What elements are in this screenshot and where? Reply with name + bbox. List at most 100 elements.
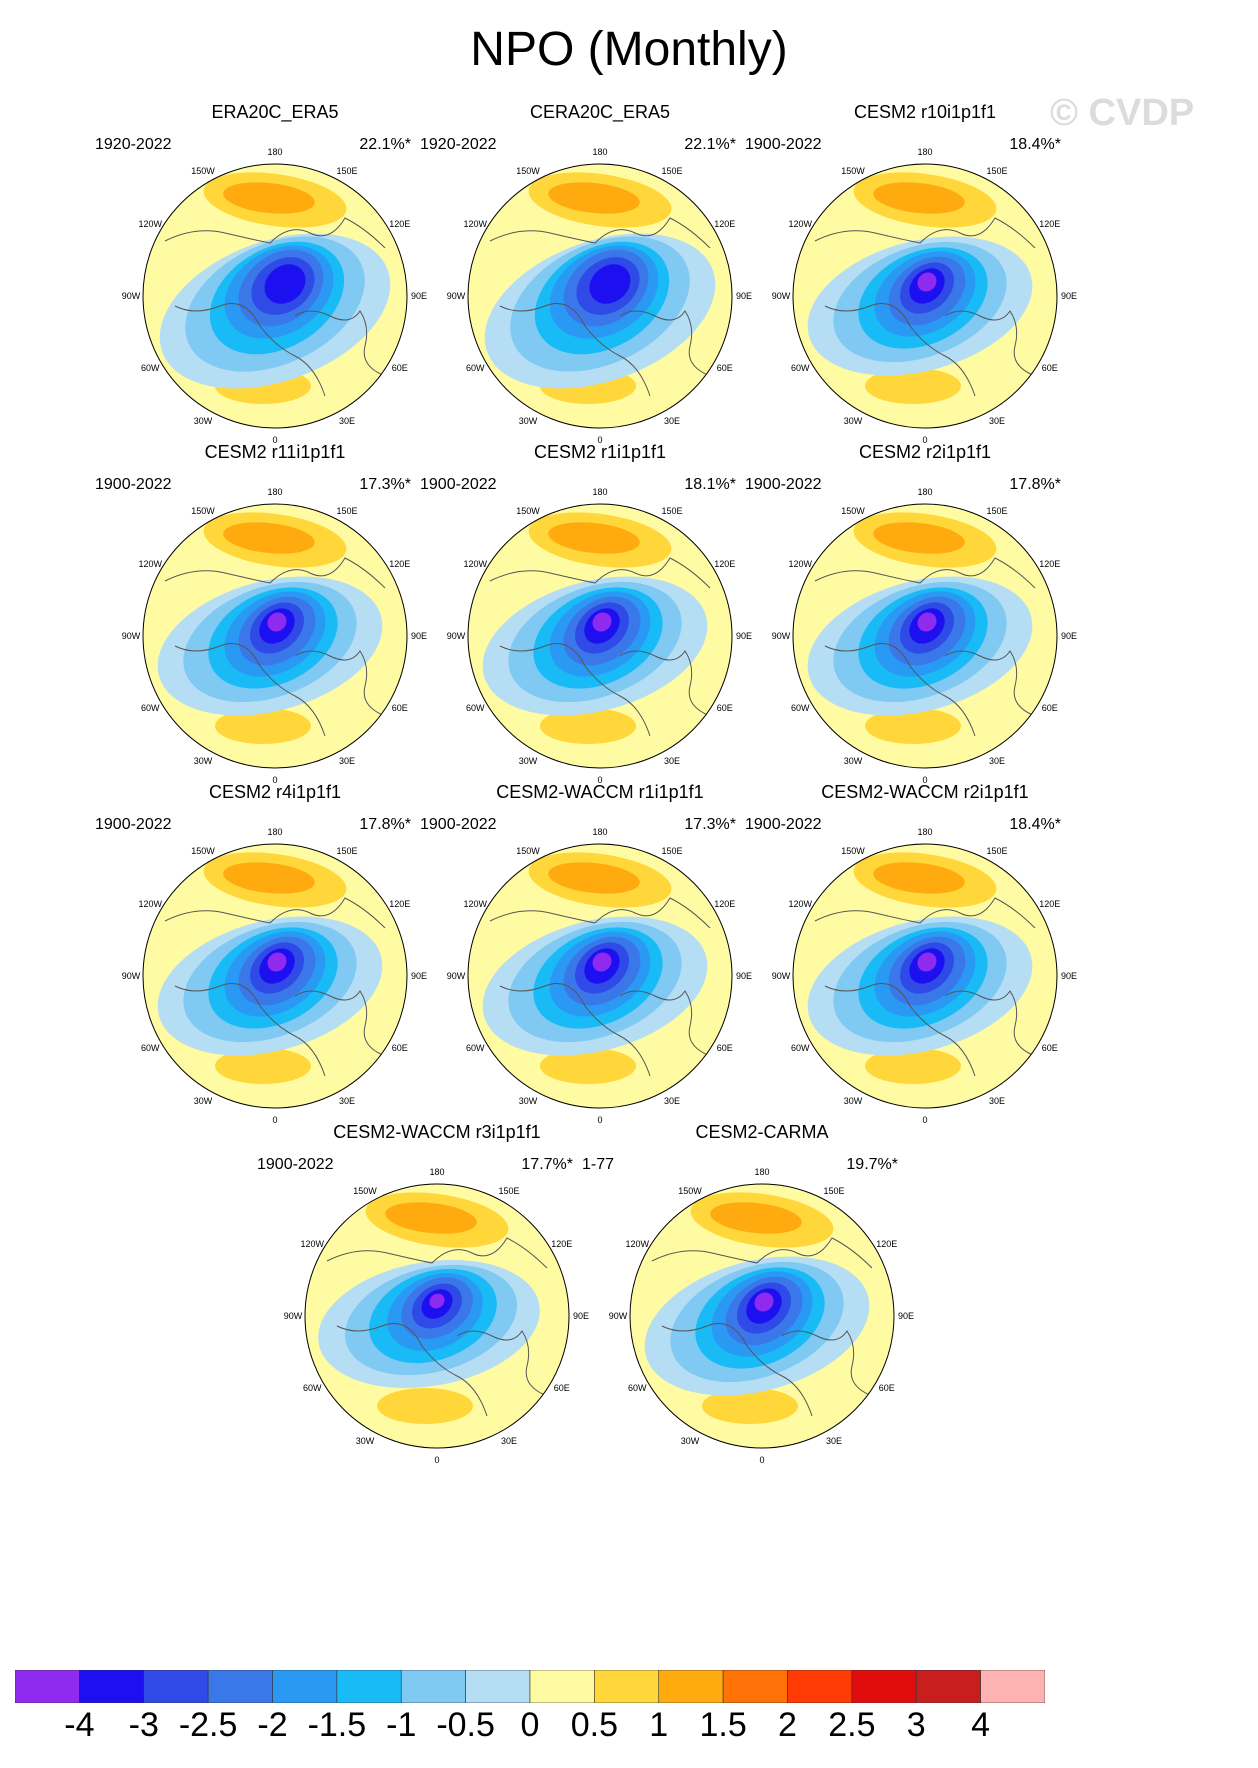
colorbar-tick: 2 — [778, 1706, 797, 1744]
longitude-label: 90W — [446, 971, 466, 981]
map-panel: CESM2-WACCM r1i1p1f1 1900-2022 17.3%* 180 15… — [420, 782, 780, 1162]
colorbar-swatch — [594, 1670, 660, 1703]
longitude-label: 90E — [410, 631, 428, 641]
longitude-label: 60E — [716, 363, 733, 373]
longitude-label: 90E — [897, 1311, 915, 1321]
longitude-label: 30W — [193, 755, 213, 766]
colorbar-tick: 2.5 — [828, 1706, 876, 1744]
colorbar — [15, 1670, 1045, 1703]
longitude-label: 60E — [391, 703, 408, 713]
coastlines — [326, 1237, 548, 1417]
longitude-label: 90W — [121, 291, 141, 301]
longitude-label: 90E — [735, 971, 753, 981]
colorbar-swatch — [529, 1670, 595, 1703]
longitude-label: 150E — [661, 846, 683, 857]
coastlines — [489, 217, 711, 397]
longitude-label: 180 — [429, 1167, 445, 1177]
longitude-label: 0 — [434, 1455, 440, 1465]
colorbar-tick: -1 — [386, 1706, 417, 1744]
longitude-label: 150W — [841, 166, 865, 177]
longitude-label: 120W — [788, 559, 813, 569]
longitude-label: 120W — [138, 559, 163, 569]
colorbar-tick: 0.5 — [570, 1706, 619, 1744]
positive-anomaly-atlantic — [702, 1388, 798, 1424]
positive-anomaly-pacific — [548, 522, 640, 554]
map-outline — [629, 1183, 895, 1449]
colorbar-swatch — [980, 1670, 1045, 1703]
longitude-label: 120W — [463, 219, 488, 229]
longitude-label: 60W — [466, 703, 485, 713]
colorbar-tick: -4 — [64, 1706, 95, 1744]
colorbar-tick: 4 — [971, 1706, 991, 1744]
positive-anomaly-pacific — [385, 1202, 477, 1234]
longitude-label: 60W — [466, 363, 485, 373]
colorbar-swatch — [400, 1670, 466, 1703]
panel-variance-percent: 22.1%* — [684, 136, 736, 153]
panel-years: 1900-2022 — [420, 816, 497, 833]
colorbar-tick: -1.5 — [307, 1706, 367, 1744]
longitude-label: 180 — [267, 487, 283, 497]
panel-title: CESM2 r4i1p1f1 — [208, 782, 342, 802]
longitude-label: 150E — [986, 506, 1008, 517]
longitude-label: 60W — [141, 1043, 160, 1053]
colorbar-swatch — [915, 1670, 981, 1703]
panel-variance-percent: 19.7%* — [846, 1156, 898, 1173]
longitude-label: 90E — [1060, 971, 1078, 981]
colorbar-swatch — [207, 1670, 273, 1703]
longitude-label: 120E — [1039, 559, 1061, 569]
longitude-label: 60E — [1041, 703, 1058, 713]
colorbar-tick: -2 — [257, 1706, 288, 1744]
longitude-label: 90W — [121, 971, 141, 981]
longitude-label: 180 — [917, 487, 933, 497]
longitude-label: 60W — [791, 1043, 810, 1053]
longitude-label: 90W — [771, 631, 791, 641]
negative-anomaly-contour — [589, 264, 631, 304]
polar-map — [142, 503, 408, 769]
positive-anomaly-pacific — [548, 862, 640, 894]
panel-title: ERA20C_ERA5 — [211, 102, 339, 122]
positive-anomaly-pacific — [223, 522, 315, 554]
longitude-label: 120W — [788, 899, 813, 909]
longitude-label: 120W — [463, 559, 488, 569]
colorbar-swatch — [722, 1670, 788, 1703]
longitude-label: 90W — [771, 971, 791, 981]
positive-anomaly-atlantic — [865, 708, 961, 744]
longitude-label: 180 — [267, 827, 283, 837]
polar-map — [467, 503, 733, 769]
longitude-label: 150W — [516, 506, 540, 517]
panel-title: CESM2-WACCM r3i1p1f1 — [333, 1122, 541, 1142]
longitude-label: 60W — [303, 1383, 322, 1393]
longitude-label: 180 — [592, 487, 608, 497]
panel-variance-percent: 22.1%* — [359, 136, 411, 153]
longitude-label: 150W — [191, 506, 215, 517]
longitude-label: 120W — [138, 899, 163, 909]
panel-years: 1900-2022 — [257, 1156, 334, 1173]
longitude-label: 30W — [518, 415, 538, 426]
panel-years: 1-77 — [582, 1156, 615, 1173]
longitude-label: 60E — [391, 1043, 408, 1053]
map-panel: CESM2-WACCM r3i1p1f1 1900-2022 17.7%* 180 15… — [257, 1122, 617, 1502]
map-outline — [792, 163, 1058, 429]
longitude-label: 90E — [410, 291, 428, 301]
longitude-label: 150E — [661, 166, 683, 177]
map-outline — [467, 843, 733, 1109]
coastlines — [489, 557, 711, 737]
longitude-label: 150W — [516, 166, 540, 177]
positive-anomaly-atlantic — [215, 1048, 311, 1084]
positive-anomaly-pacific — [873, 522, 965, 554]
map-panel: CESM2-CARMA 1-77 19.7%* 180 150E 120E 90E 60E 30… — [582, 1122, 942, 1502]
map-panel: CESM2 r2i1p1f1 1900-2022 17.8%* 180 150E 120E… — [745, 442, 1105, 822]
longitude-label: 0 — [922, 775, 928, 785]
positive-anomaly-pacific — [710, 1202, 802, 1234]
polar-map — [792, 843, 1058, 1109]
colorbar-tick: 1 — [649, 1706, 669, 1744]
longitude-label: 150E — [336, 166, 358, 177]
map-outline — [304, 1183, 570, 1449]
map-panel: CESM2 r10i1p1f1 1900-2022 18.4%* 180 150E 120… — [745, 102, 1105, 482]
longitude-label: 30W — [193, 1095, 213, 1106]
longitude-label: 120E — [1039, 219, 1061, 229]
map-panel: CESM2-WACCM r2i1p1f1 1900-2022 18.4%* 180 15… — [745, 782, 1105, 1162]
longitude-label: 150E — [986, 846, 1008, 857]
longitude-label: 60E — [878, 1383, 895, 1393]
colorbar-tick: -0.5 — [436, 1706, 495, 1744]
